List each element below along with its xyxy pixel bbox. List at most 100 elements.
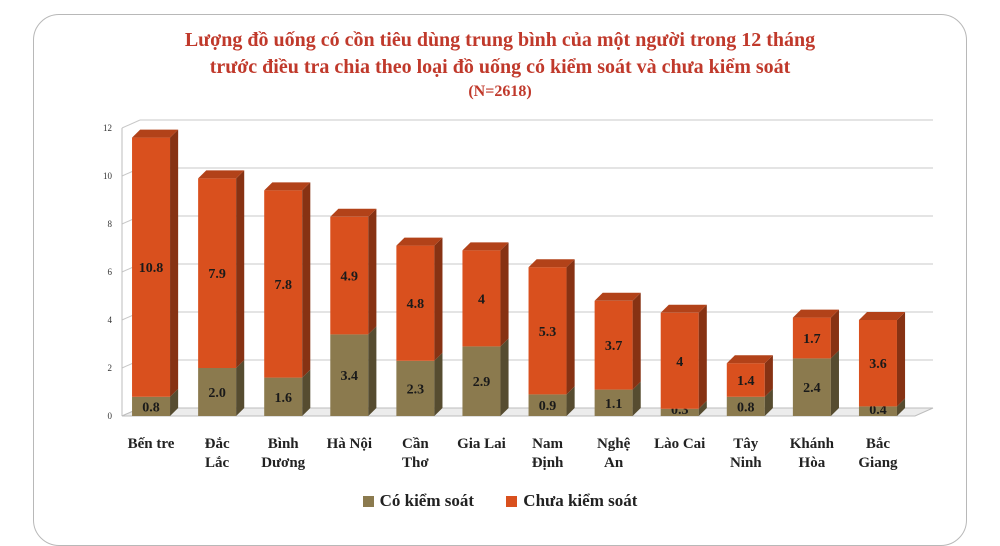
bar-side	[764, 355, 773, 397]
bar-side	[236, 360, 245, 416]
bar-side	[302, 182, 311, 378]
legend: Có kiểm soát Chưa kiểm soát	[0, 491, 1000, 512]
data-label-uncontrolled: 10.8	[139, 261, 164, 276]
data-label-uncontrolled: 5.3	[539, 325, 557, 340]
data-label-uncontrolled: 4	[478, 292, 485, 307]
y-tick-label: 8	[108, 219, 113, 229]
bar-side	[566, 259, 575, 395]
x-tick-label-line: Định	[532, 455, 564, 471]
bar-top	[726, 355, 773, 364]
bar-top	[198, 170, 245, 179]
x-tick-label-line: Thơ	[402, 455, 429, 471]
x-tick-label-line: Đắc	[205, 436, 230, 452]
bar-side	[434, 237, 443, 361]
bar-segment-uncontrolled	[660, 312, 699, 409]
bar-segment-controlled	[726, 396, 765, 416]
y-tick-label: 0	[108, 411, 113, 421]
x-tick-label-line: Dương	[261, 455, 305, 471]
chart-subtitle: (N=2618)	[468, 83, 532, 100]
bar-side	[302, 369, 311, 416]
x-tick-label-line: An	[604, 455, 624, 471]
bar-top	[462, 242, 509, 251]
bar-segment-uncontrolled	[330, 216, 369, 335]
legend-item-controlled: Có kiểm soát	[362, 491, 474, 511]
y-tick-label: 12	[103, 123, 112, 133]
x-tick-label-line: Hà Nội	[327, 436, 372, 452]
bar-top	[594, 292, 641, 301]
x-tick-label-line: Nghệ	[597, 436, 631, 452]
bar-side	[830, 309, 839, 359]
data-label-controlled: 2.4	[803, 381, 821, 396]
chart-title-line-2: trước điều tra chia theo loại đồ uống có…	[209, 56, 791, 78]
bar-side	[632, 292, 641, 390]
bar-side	[896, 398, 906, 416]
x-tick-label-line: Lắc	[205, 455, 230, 471]
bar-segment-controlled	[198, 368, 237, 416]
x-tick-label-line: Giang	[858, 455, 898, 471]
legend-item-uncontrolled: Chưa kiểm soát	[506, 491, 637, 511]
bar-segment-uncontrolled	[726, 363, 765, 397]
bar-top	[528, 259, 575, 268]
bar-side	[566, 386, 575, 416]
data-label-uncontrolled: 1.4	[737, 374, 755, 389]
bar-side	[368, 326, 377, 416]
bar-segment-uncontrolled	[528, 267, 567, 395]
bar-segment-controlled	[132, 396, 171, 416]
x-tick-label: Gia Lai	[457, 436, 506, 452]
x-tick-label: Cần Thơ	[402, 436, 429, 471]
data-label-uncontrolled: 7.8	[274, 278, 292, 293]
data-label-uncontrolled: 1.7	[803, 332, 821, 347]
x-tick-label: Nghệ An	[597, 436, 631, 471]
bar-top	[858, 312, 906, 320]
bar-side	[368, 208, 377, 335]
x-tick-label-line: Bình	[268, 436, 300, 452]
stacked-bar-chart: 0 2 4 6 8 10 12 0.8 10.8 Bến tre 2.0 7.9 Đắc Lắc 1.6 7.…	[103, 119, 934, 471]
x-tick-label: Đắc Lắc	[205, 436, 230, 471]
bar-top	[132, 129, 179, 138]
bar-segment-controlled	[858, 406, 897, 416]
bar-segment-controlled	[594, 389, 633, 416]
x-tick-label: Lào Cai	[654, 436, 705, 452]
bar-segment-uncontrolled	[858, 320, 897, 407]
data-label-uncontrolled: 4.9	[341, 270, 359, 285]
bar-top	[792, 309, 839, 318]
bar-segment-uncontrolled	[198, 178, 237, 368]
x-tick-label-line: Bến tre	[128, 436, 175, 452]
bar-segment-controlled	[396, 360, 435, 416]
x-tick-label: Hà Nội	[327, 436, 372, 452]
data-label-controlled: 0.8	[142, 400, 160, 415]
data-label-uncontrolled: 4.8	[407, 297, 425, 312]
data-label-controlled: 0.8	[737, 400, 755, 415]
data-label-controlled: 0.4	[869, 403, 887, 418]
y-tick-label: 10	[103, 171, 113, 181]
x-tick-label: Tây Ninh	[730, 436, 762, 471]
bar-segment-uncontrolled	[594, 300, 633, 390]
bar-side	[830, 350, 839, 416]
bar-side	[764, 388, 773, 416]
x-tick-label-line: Ninh	[730, 455, 762, 471]
bar-side	[236, 170, 245, 368]
bar-segment-controlled	[528, 394, 567, 416]
bar-top	[264, 182, 311, 191]
bar-segment-controlled	[660, 408, 699, 416]
x-tick-label-line: Khánh	[790, 436, 835, 452]
bar-segment-uncontrolled	[264, 190, 303, 378]
data-label-controlled: 2.9	[473, 375, 491, 390]
bar-segment-controlled	[462, 346, 501, 416]
x-tick-label-line: Bắc	[866, 436, 891, 452]
gridline-side	[121, 119, 141, 129]
data-label-controlled: 1.1	[605, 397, 623, 412]
bar-side	[434, 352, 443, 416]
legend-swatch-uncontrolled	[506, 495, 518, 507]
data-label-uncontrolled: 7.9	[208, 267, 226, 282]
bar-side	[170, 388, 179, 416]
chart-title-line-1: Lượng đồ uống có cồn tiêu dùng trung bìn…	[184, 29, 816, 51]
bar-segment-controlled	[264, 377, 303, 416]
x-tick-label: Bến tre	[128, 436, 175, 452]
x-tick-label-line: Tây	[733, 436, 759, 452]
y-tick-label: 6	[108, 267, 113, 277]
y-tick-label: 2	[108, 363, 113, 373]
bar-segment-controlled	[792, 358, 831, 416]
data-label-uncontrolled: 3.6	[869, 357, 887, 372]
y-tick-label: 4	[108, 315, 113, 325]
